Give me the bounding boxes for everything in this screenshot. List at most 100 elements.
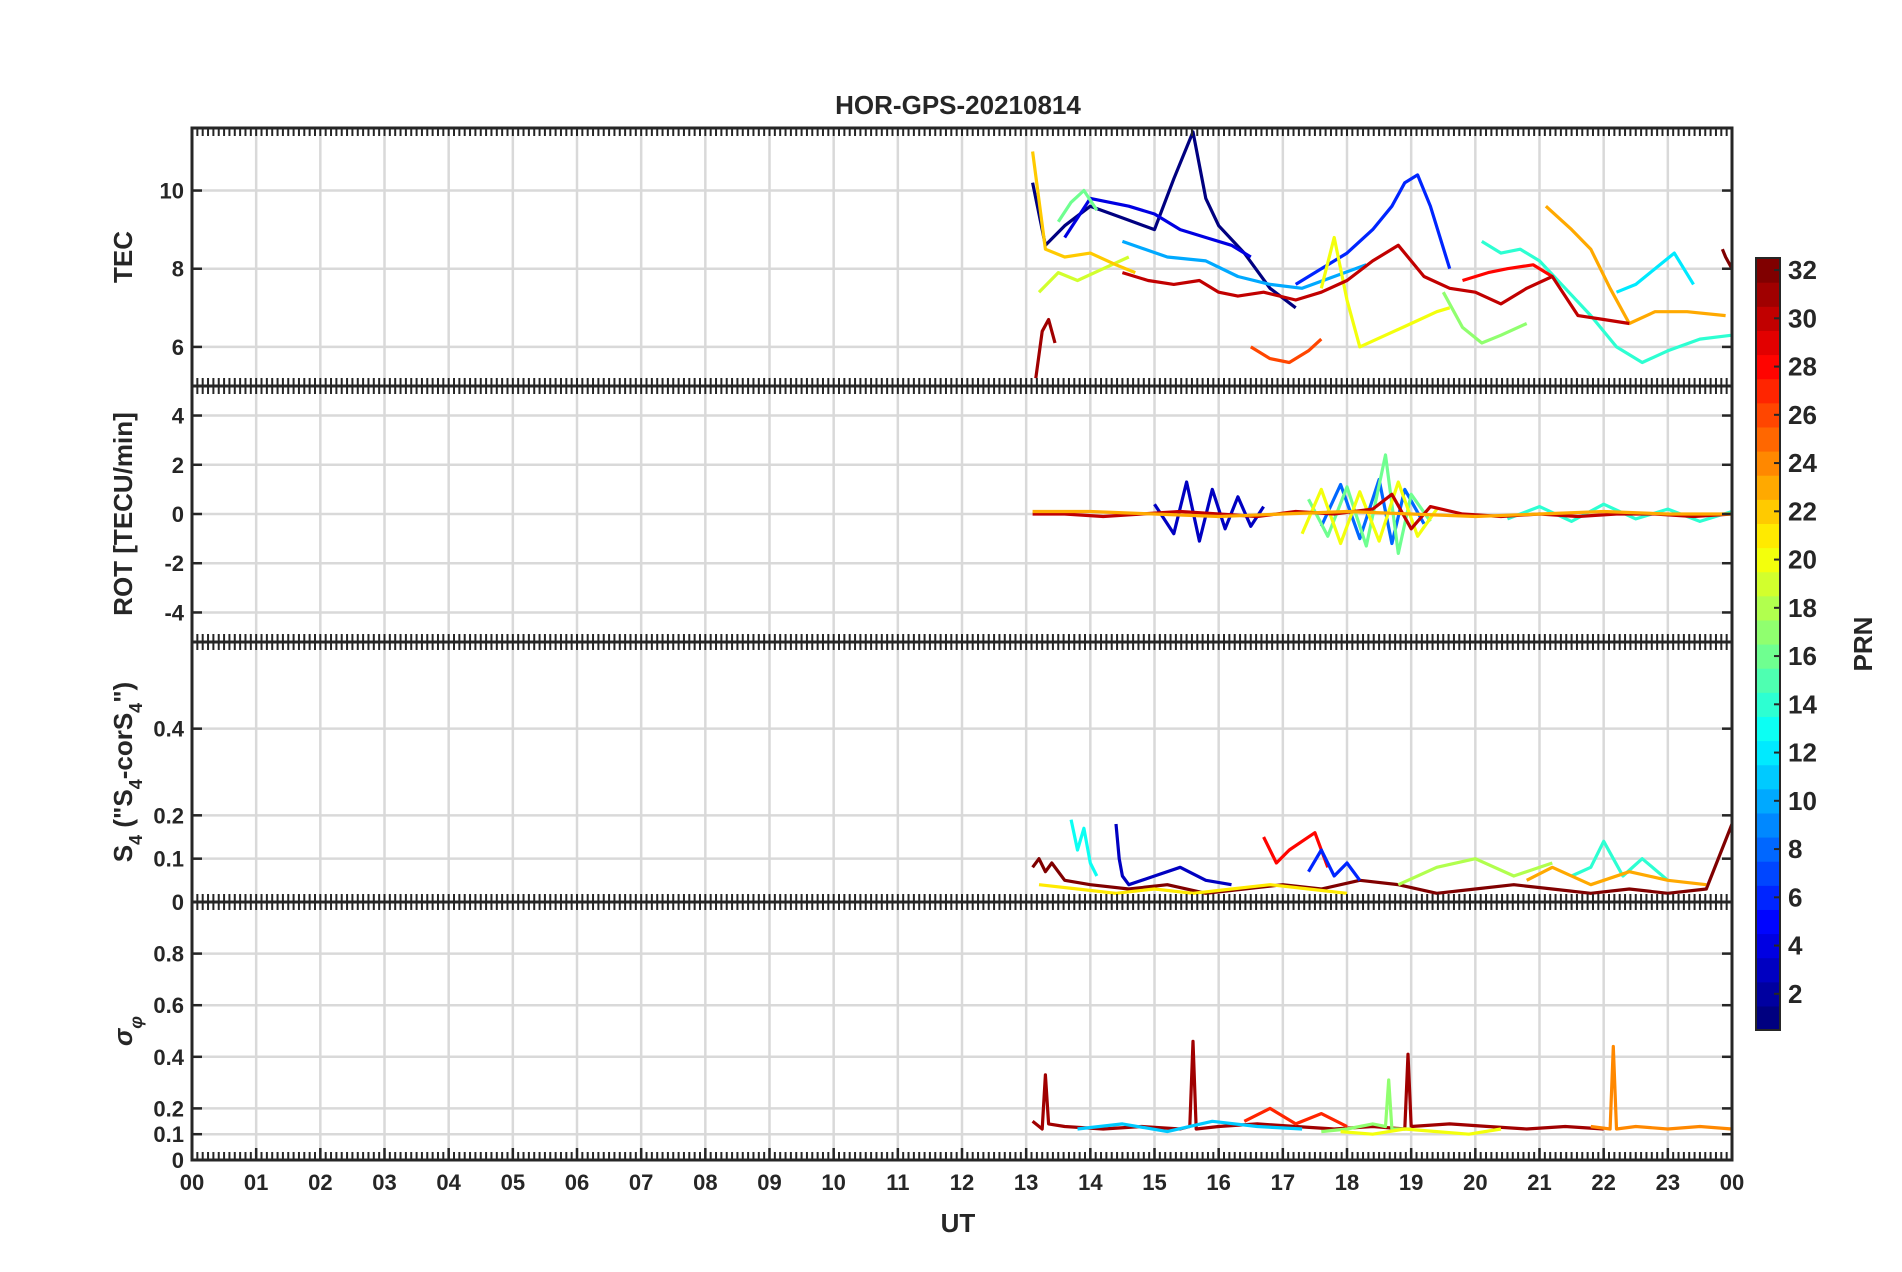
colorbar-segment (1756, 475, 1780, 500)
colorbar-segment (1756, 282, 1780, 307)
series-group (1031, 130, 1732, 379)
colorbar-tick-label: 10 (1788, 786, 1817, 816)
colorbar-segment (1756, 861, 1780, 886)
x-tick-label: 08 (693, 1170, 717, 1195)
y-tick-label: 0.1 (153, 847, 184, 872)
series-prn-14 (1480, 240, 1732, 365)
series-prn-26 (1249, 337, 1323, 365)
x-tick-label: 04 (436, 1170, 461, 1195)
colorbar-segment (1756, 523, 1780, 549)
series-prn-17 (1321, 1078, 1412, 1134)
colorbar-frame (1755, 257, 1781, 1031)
colorbar-segment (1756, 619, 1780, 645)
chart-title: HOR-GPS-20210814 (835, 90, 1081, 120)
x-tick-label: 13 (1014, 1170, 1038, 1195)
series-prn-24 (1590, 1044, 1732, 1131)
x-tick-label: 14 (1078, 1170, 1103, 1195)
colorbar-segment (1756, 668, 1780, 693)
x-tick-label: 10 (821, 1170, 845, 1195)
series-prn-6 (1294, 173, 1452, 286)
colorbar-segment (1756, 378, 1780, 404)
series-prn-31 (1034, 317, 1057, 379)
colorbar-segment (1756, 1005, 1780, 1031)
colorbar-tick-label: 16 (1788, 641, 1817, 671)
x-tick-label: 19 (1399, 1170, 1423, 1195)
series-prn-16 (1307, 453, 1432, 556)
y-tick-label: 0.4 (153, 1045, 184, 1070)
y-tick-label: 0.8 (153, 942, 184, 967)
series-prn-30 (1121, 243, 1630, 326)
series-group (1032, 453, 1732, 556)
colorbar-segment (1756, 909, 1780, 935)
series-prn-20 (1319, 235, 1451, 349)
series-prn-22 (1031, 151, 1136, 275)
y-tick-label: 0.4 (153, 717, 184, 742)
series-prn-21 (1038, 883, 1348, 895)
panel-s4: 0 0.1 0.2 0.4 S4 ("S4-corS4") (108, 640, 1734, 915)
series-prn-23 (1544, 205, 1726, 326)
series-prn-27 (1243, 1106, 1348, 1128)
x-tick-label: 00 (180, 1170, 204, 1195)
x-tick-label: 16 (1206, 1170, 1230, 1195)
colorbar-segment (1756, 716, 1780, 742)
x-tick-label: 03 (372, 1170, 396, 1195)
colorbar-tick-label: 30 (1788, 303, 1817, 333)
y-tick-label: 0 (172, 502, 184, 527)
series-prn-4 (1063, 196, 1252, 259)
colorbar-tick-label: 18 (1788, 593, 1817, 623)
series-prn-16 (1056, 188, 1099, 223)
x-tick-label: 00 (1720, 1170, 1744, 1195)
series-prn-17 (1441, 291, 1528, 345)
colorbar-tick-label: 14 (1788, 689, 1817, 719)
x-tick-label: 15 (1142, 1170, 1166, 1195)
colorbar-tick-label: 32 (1788, 255, 1817, 285)
y-tick-label: 2 (172, 453, 184, 478)
x-tick-label: 18 (1335, 1170, 1359, 1195)
colorbar-tick-label: 20 (1788, 545, 1817, 575)
colorbar-segment (1756, 571, 1780, 597)
series-prn-13 (1069, 819, 1099, 877)
x-tick-label: 06 (565, 1170, 589, 1195)
y-axis-label: σφ (108, 1016, 146, 1046)
colorbar-segment (1756, 957, 1780, 983)
x-tick-label: 11 (886, 1170, 909, 1195)
x-tick-label: 12 (950, 1170, 974, 1195)
colorbar-tick-label: 6 (1788, 882, 1802, 912)
y-tick-label: 0.6 (153, 993, 184, 1018)
series-prn-3 (1114, 823, 1232, 887)
colorbar-tick-label: 24 (1788, 448, 1817, 478)
series-prn-12 (1615, 251, 1695, 294)
series-prn-19 (1037, 255, 1130, 294)
colorbar-tick-label: 28 (1788, 352, 1817, 382)
y-tick-label: 4 (172, 404, 185, 429)
colorbar-tick-label: 4 (1788, 931, 1803, 961)
series-prn-10 (1121, 239, 1367, 290)
series-prn-18 (1397, 857, 1553, 887)
y-tick-label: 8 (172, 257, 184, 282)
panel-tec: 6 8 10 TEC (108, 126, 1734, 388)
colorbar-label: PRN (1848, 617, 1878, 672)
colorbar-segment (1756, 426, 1780, 452)
x-tick-label: 07 (629, 1170, 653, 1195)
series-group (1031, 1039, 1732, 1136)
series-prn-11 (1077, 1119, 1303, 1134)
colorbar-tick-label: 22 (1788, 496, 1817, 526)
y-tick-label: 0.2 (153, 803, 184, 828)
x-tick-label: 17 (1271, 1170, 1295, 1195)
x-tick-label: 01 (244, 1170, 268, 1195)
y-tick-label: 0.2 (153, 1096, 184, 1121)
series-prn-14 (1570, 839, 1669, 882)
y-tick-label: -2 (164, 551, 184, 576)
y-tick-label: 0 (172, 890, 184, 915)
colorbar-tick-label: 2 (1788, 979, 1802, 1009)
x-tick-label: 23 (1656, 1170, 1680, 1195)
colorbar-tick-label: 8 (1788, 834, 1802, 864)
colorbar-segment (1756, 812, 1780, 838)
panel-rot: -4 -2 0 2 4 ROT [TECU/min] (108, 384, 1734, 644)
y-tick-label: 6 (172, 335, 184, 360)
colorbar-tick-label: 12 (1788, 738, 1817, 768)
panel-sigma: 00.10.2 0.4 0.6 0.8 σφ (108, 900, 1734, 1173)
